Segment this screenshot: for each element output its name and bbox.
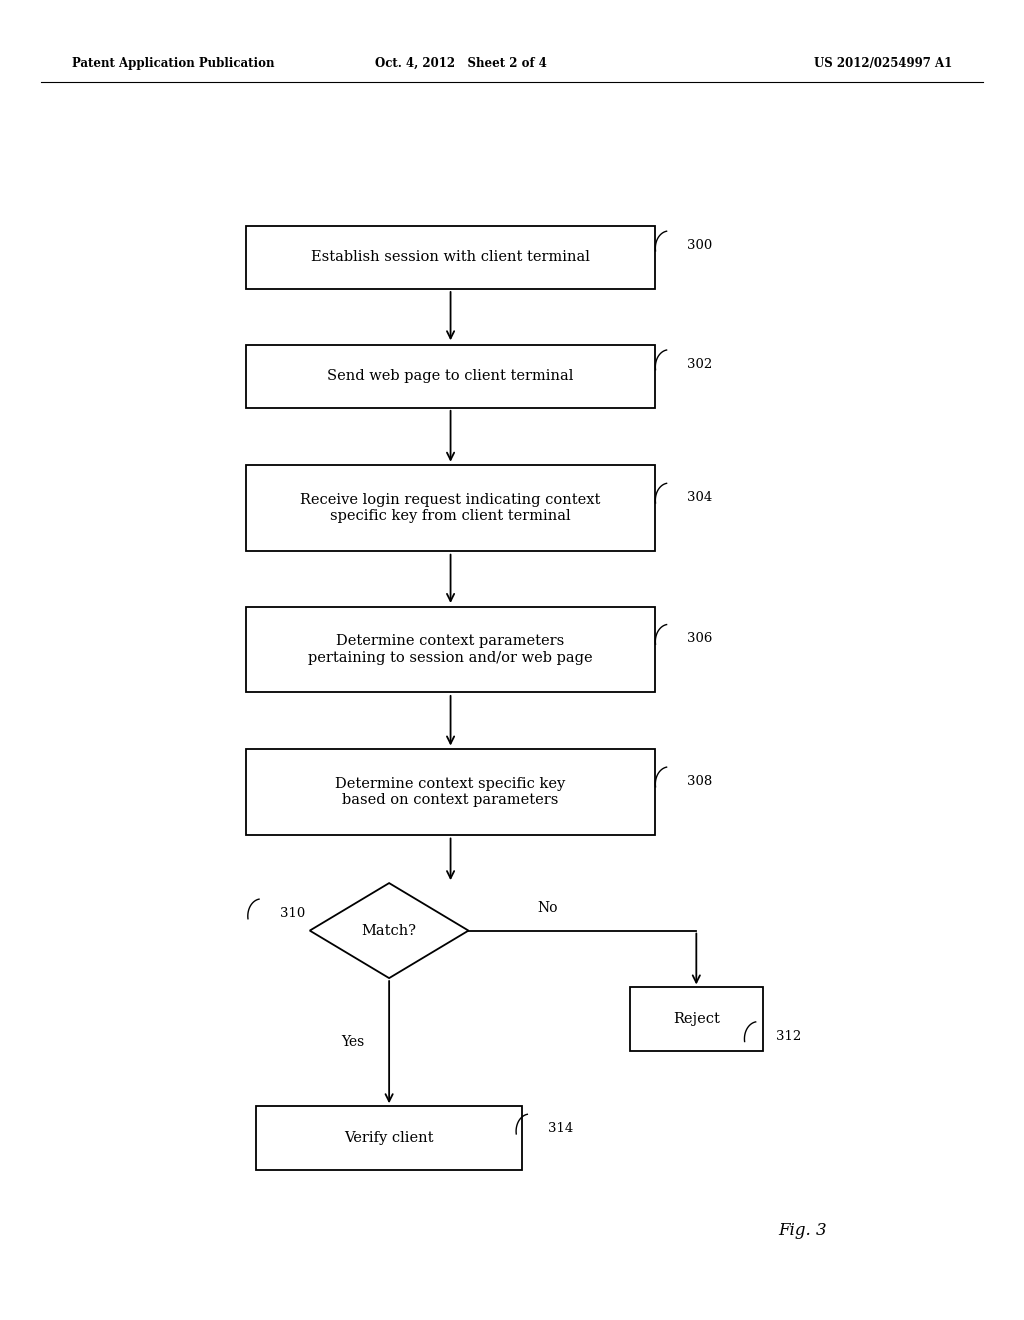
FancyBboxPatch shape — [246, 607, 655, 692]
FancyBboxPatch shape — [246, 226, 655, 289]
Text: Fig. 3: Fig. 3 — [778, 1222, 826, 1238]
Text: Reject: Reject — [673, 1012, 720, 1026]
Text: Yes: Yes — [342, 1035, 365, 1049]
Text: 304: 304 — [687, 491, 713, 504]
Text: 300: 300 — [687, 239, 713, 252]
Text: Match?: Match? — [361, 924, 417, 937]
Polygon shape — [309, 883, 469, 978]
Text: Receive login request indicating context
specific key from client terminal: Receive login request indicating context… — [300, 494, 601, 523]
Text: 308: 308 — [687, 775, 713, 788]
Text: 302: 302 — [687, 358, 713, 371]
Text: 314: 314 — [548, 1122, 573, 1135]
Text: Establish session with client terminal: Establish session with client terminal — [311, 251, 590, 264]
FancyBboxPatch shape — [246, 748, 655, 834]
Text: 310: 310 — [280, 907, 305, 920]
Text: 306: 306 — [687, 632, 713, 645]
FancyBboxPatch shape — [256, 1106, 522, 1170]
FancyBboxPatch shape — [630, 987, 763, 1051]
FancyBboxPatch shape — [246, 466, 655, 552]
Text: Verify client: Verify client — [344, 1131, 434, 1144]
Text: Oct. 4, 2012   Sheet 2 of 4: Oct. 4, 2012 Sheet 2 of 4 — [375, 57, 547, 70]
Text: US 2012/0254997 A1: US 2012/0254997 A1 — [814, 57, 952, 70]
Text: No: No — [538, 900, 558, 915]
FancyBboxPatch shape — [246, 345, 655, 408]
Text: Determine context specific key
based on context parameters: Determine context specific key based on … — [336, 777, 565, 807]
Text: Determine context parameters
pertaining to session and/or web page: Determine context parameters pertaining … — [308, 635, 593, 664]
Text: 312: 312 — [776, 1030, 802, 1043]
Text: Send web page to client terminal: Send web page to client terminal — [328, 370, 573, 383]
Text: Patent Application Publication: Patent Application Publication — [72, 57, 274, 70]
